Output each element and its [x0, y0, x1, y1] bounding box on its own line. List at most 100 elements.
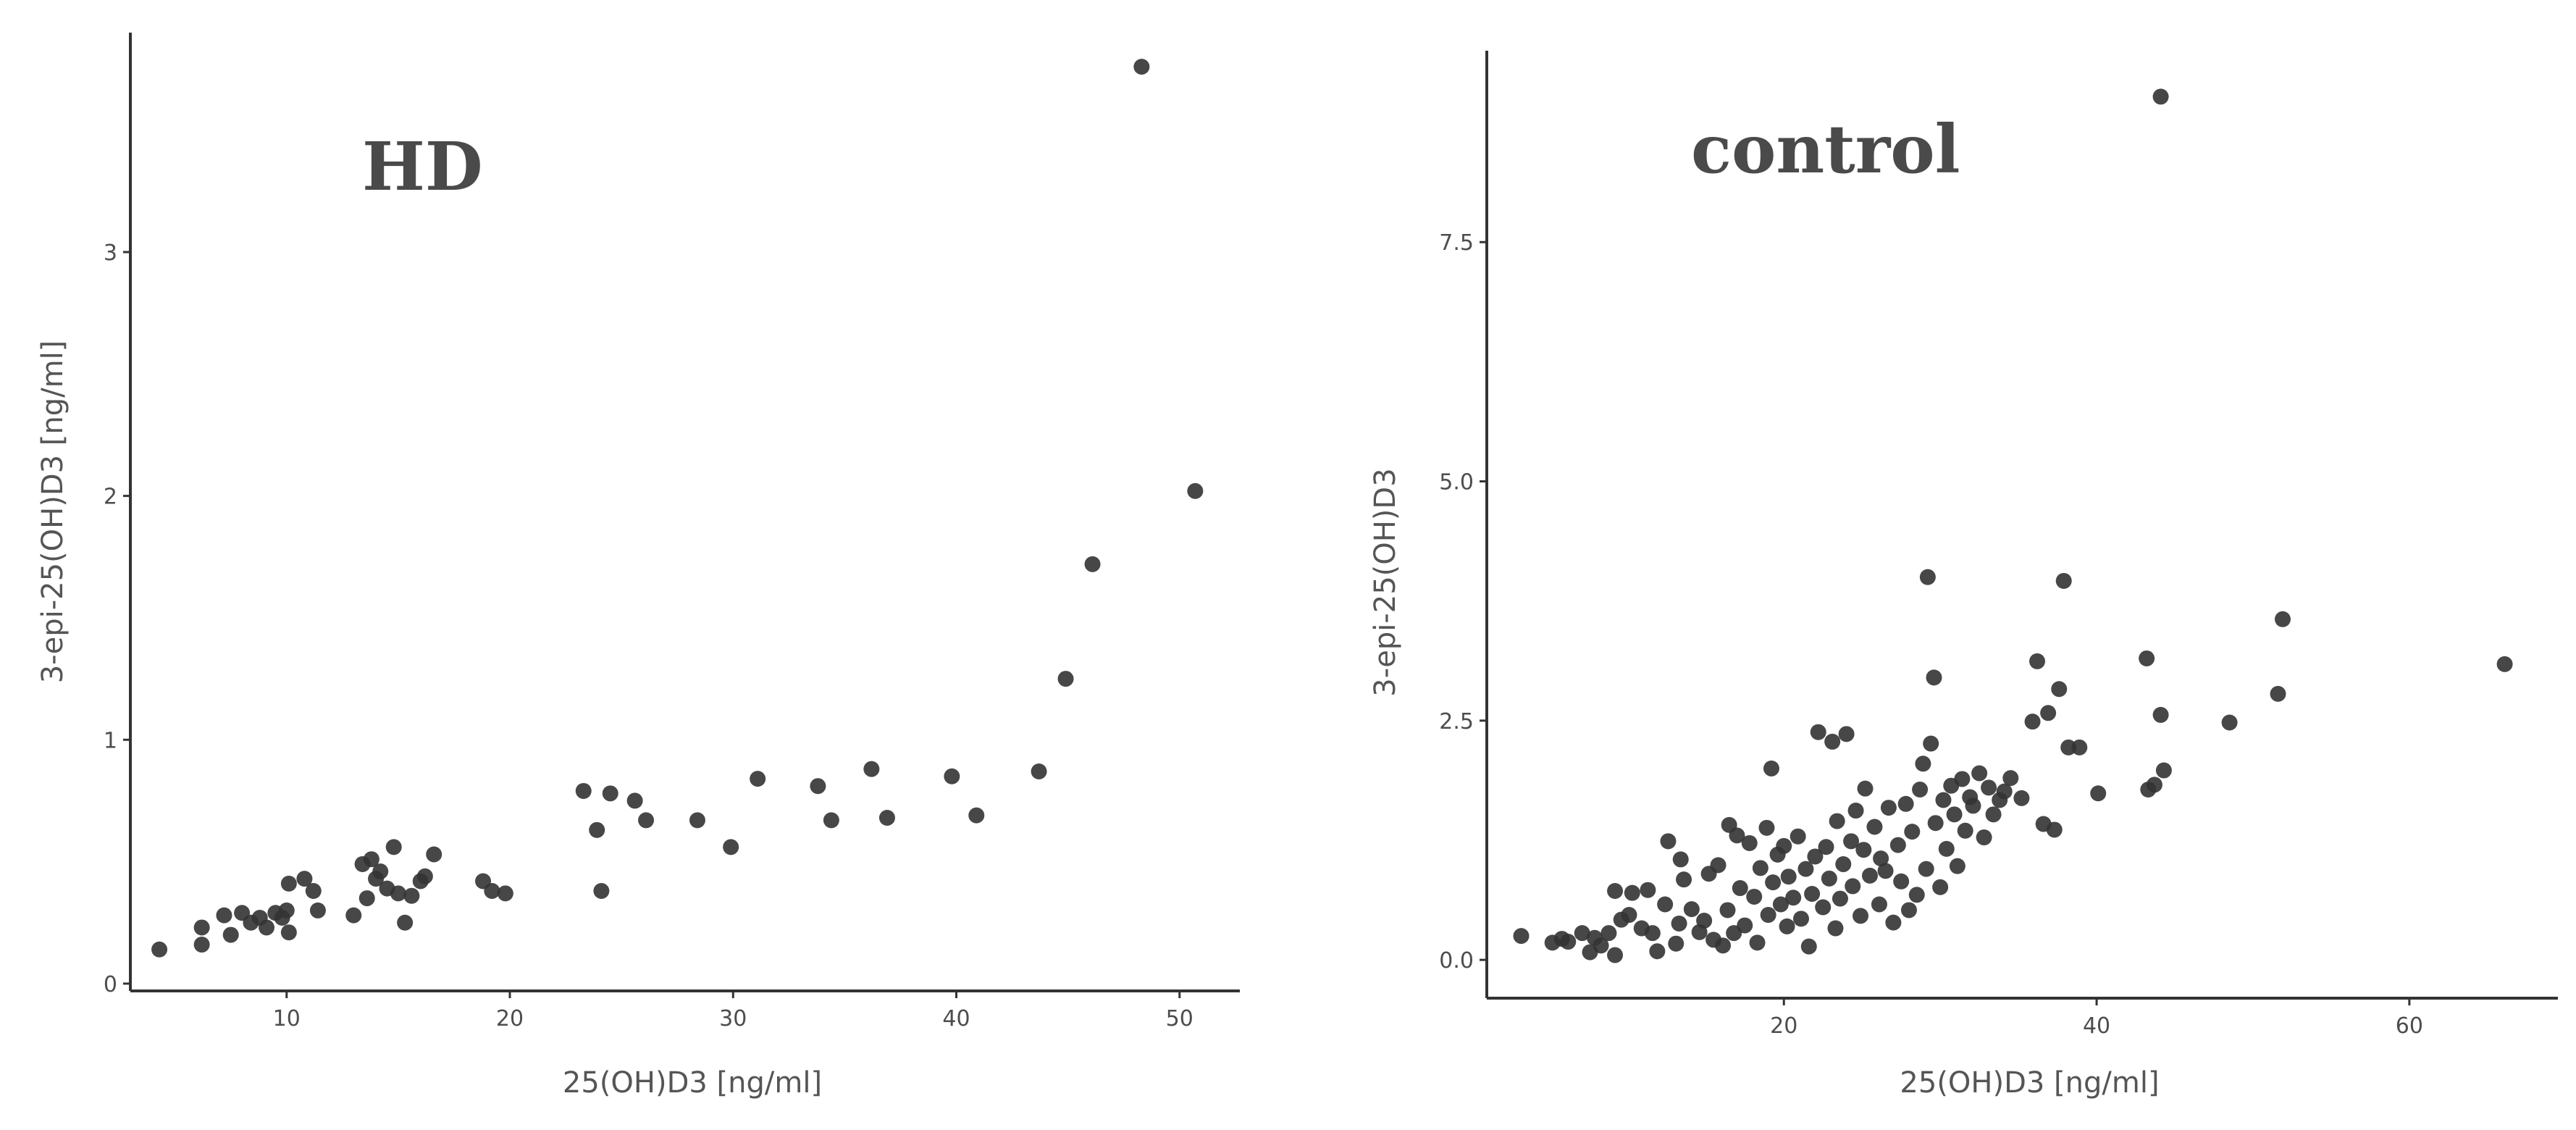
data-point [1649, 943, 1666, 960]
data-point [193, 919, 210, 936]
data-point [2046, 821, 2063, 838]
data-point [1843, 833, 1860, 850]
data-point [278, 902, 295, 918]
data-point [1797, 861, 1814, 877]
data-point [151, 941, 168, 958]
data-point [2051, 681, 2068, 698]
data-point [1845, 878, 1861, 895]
data-point [1668, 935, 1685, 952]
x-tick-label: 40 [2083, 1013, 2110, 1039]
data-point [863, 761, 880, 777]
x-tick-label: 30 [719, 1006, 747, 1031]
data-point [1671, 915, 1687, 932]
data-point [1732, 880, 1748, 897]
data-point [1923, 735, 1939, 752]
x-tick-label: 40 [942, 1006, 970, 1031]
data-point [1897, 795, 1914, 812]
data-point [1855, 842, 1872, 858]
data-point [1057, 671, 1074, 687]
data-point [968, 807, 985, 824]
data-point [1824, 733, 1841, 750]
data-point [1885, 914, 1902, 931]
data-point [1737, 917, 1753, 934]
data-point [589, 821, 605, 838]
data-point [345, 907, 362, 924]
data-point [1918, 861, 1934, 877]
data-point [1133, 59, 1150, 75]
data-point [2270, 685, 2286, 702]
data-point [1800, 938, 1817, 955]
data-point [2013, 790, 2030, 806]
data-point [593, 882, 610, 899]
data-point [823, 812, 839, 829]
data-point [1607, 947, 1624, 963]
data-point [1853, 908, 1869, 924]
data-point [2060, 739, 2077, 756]
data-point [1031, 763, 1047, 780]
data-point [2002, 770, 2019, 787]
data-point [2496, 656, 2513, 672]
data-point [626, 792, 643, 809]
data-point [397, 914, 414, 931]
data-point [1954, 771, 1971, 787]
y-axis-label: 3-epi-25(OH)D3 [ng/ml] [36, 340, 70, 684]
data-point [2071, 739, 2088, 756]
data-point [1981, 779, 1997, 796]
data-point [1187, 482, 1204, 499]
data-point [1861, 867, 1878, 884]
data-point [1971, 765, 1988, 782]
data-point [1752, 860, 1769, 876]
data-point [944, 768, 960, 784]
data-point [1593, 937, 1609, 954]
y-tick-label: 7.5 [1439, 230, 1474, 256]
data-point [403, 887, 420, 904]
data-point [1765, 874, 1782, 891]
data-point [1904, 824, 1921, 840]
data-point [1926, 669, 1942, 686]
data-point [723, 839, 739, 855]
data-point [602, 785, 618, 802]
data-point [193, 937, 210, 953]
data-point [1749, 934, 1766, 951]
data-point [497, 885, 513, 902]
data-point [1866, 819, 1883, 835]
data-point [1600, 925, 1617, 942]
data-point [2152, 706, 2169, 723]
data-point [575, 782, 592, 799]
data-point [1729, 827, 1745, 844]
data-point [1900, 902, 1917, 918]
data-point [280, 924, 297, 941]
data-point [2029, 653, 2046, 669]
data-point [1838, 726, 1855, 742]
data-point [1932, 879, 1949, 895]
data-point [1621, 907, 1637, 924]
x-axis-label: 25(OH)D3 [ng/ml] [563, 1066, 822, 1100]
data-point [1560, 934, 1577, 950]
data-point [1607, 883, 1624, 900]
data-point [2155, 762, 2172, 779]
data-point [1847, 803, 1864, 819]
data-point [1780, 869, 1797, 885]
data-point [2139, 650, 2155, 666]
data-point [1657, 896, 1674, 913]
data-point [1760, 907, 1776, 924]
data-point [385, 839, 402, 855]
data-point [1683, 901, 1700, 918]
data-point [484, 882, 500, 899]
data-point [296, 871, 313, 887]
y-tick-label: 1 [104, 728, 117, 753]
data-point [1676, 871, 1692, 888]
data-point [1810, 724, 1826, 740]
data-point [1957, 822, 1973, 839]
data-point [1776, 837, 1792, 854]
y-axis-label: 3-epi-25(OH)D3 [1369, 468, 1402, 696]
y-tick-label: 0 [104, 972, 117, 997]
hd-scatter-panel: 10 20 30 40 50 0 1 2 3 25(OH)D3 [ng/ml] 3-epi-25(O… [36, 33, 1240, 1100]
data-point [372, 863, 389, 880]
panel-title: HD [362, 127, 483, 206]
x-tick-label: 20 [1770, 1013, 1797, 1039]
data-point [305, 882, 322, 899]
data-point [750, 771, 766, 787]
x-tick-label: 60 [2396, 1013, 2423, 1039]
